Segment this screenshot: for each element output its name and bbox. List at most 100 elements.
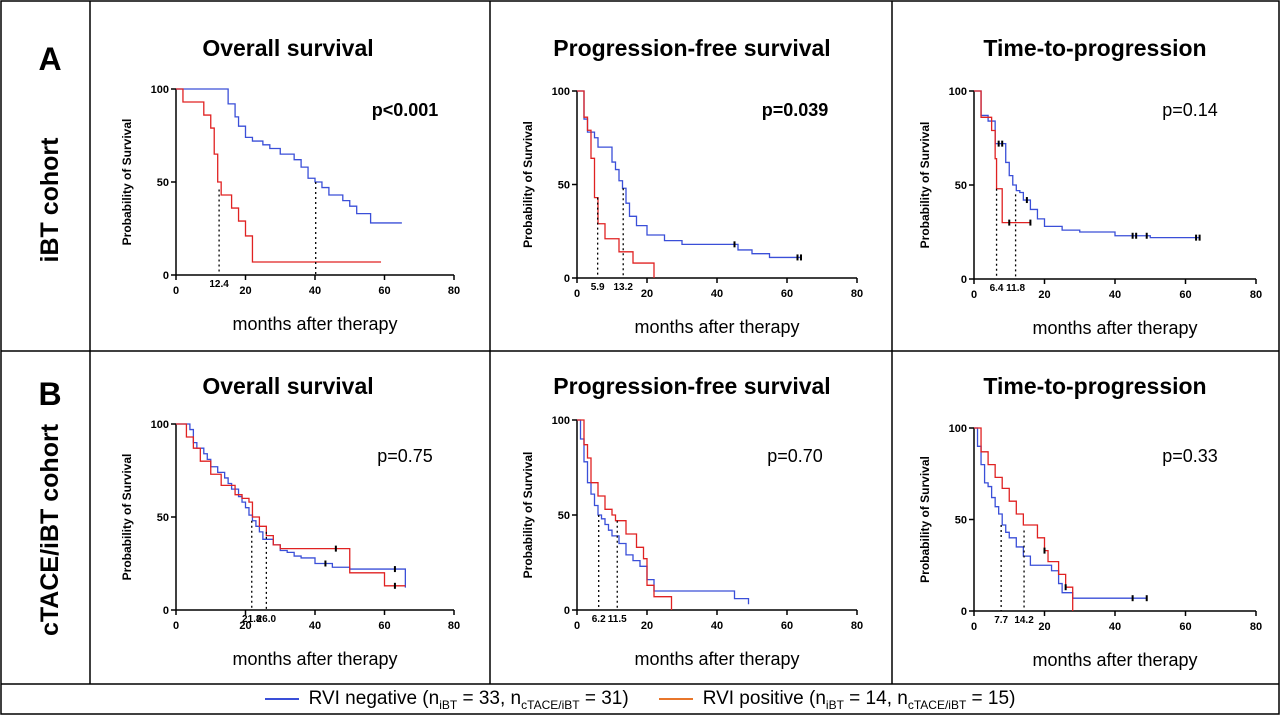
x-tick-label: 60 bbox=[1179, 621, 1191, 633]
legend-label-negative: RVI negative (niBT = 33, ncTACE/iBT = 31… bbox=[308, 687, 629, 712]
y-axis-label: Probability of Survival bbox=[918, 456, 932, 583]
y-tick-label: 0 bbox=[163, 270, 169, 282]
x-tick-label: 80 bbox=[1250, 621, 1262, 633]
x-tick-label: 80 bbox=[851, 288, 863, 300]
y-tick-label: 100 bbox=[552, 415, 570, 427]
x-tick-label: 60 bbox=[781, 288, 793, 300]
chart-title: Overall survival bbox=[202, 35, 373, 61]
y-tick-label: 100 bbox=[949, 86, 967, 98]
x-axis-label: months after therapy bbox=[634, 317, 799, 337]
y-axis-label: Probability of Survival bbox=[521, 452, 535, 579]
x-tick-label: 0 bbox=[971, 621, 977, 633]
p-value: p=0.33 bbox=[1162, 446, 1218, 466]
y-tick-label: 50 bbox=[558, 180, 570, 192]
legend-label-positive: RVI positive (niBT = 14, ncTACE/iBT = 15… bbox=[702, 687, 1016, 712]
y-tick-label: 50 bbox=[955, 515, 967, 527]
p-value: p=0.70 bbox=[767, 446, 823, 466]
y-tick-label: 100 bbox=[151, 84, 169, 96]
p-value: p<0.001 bbox=[372, 100, 439, 120]
row-b-letter: B bbox=[38, 376, 61, 412]
median-label: 7.7 bbox=[994, 615, 1008, 626]
p-value: p=0.039 bbox=[762, 100, 829, 120]
series-line-rvi_positive bbox=[577, 90, 655, 278]
median-label: 11.8 bbox=[1006, 283, 1025, 294]
row-a-label: iBT cohort bbox=[36, 137, 64, 263]
x-tick-label: 40 bbox=[711, 288, 723, 300]
x-tick-label: 40 bbox=[309, 285, 321, 297]
chart-panel-3: Time-to-progression p=0.14 0 50 100 0 20 40 60 80… bbox=[918, 35, 1262, 338]
chart-title: Progression-free survival bbox=[553, 373, 830, 399]
x-axis-label: months after therapy bbox=[1032, 318, 1197, 338]
series-line-rvi_negative bbox=[176, 88, 402, 224]
legend-item-rvi-negative: RVI negative (niBT = 33, ncTACE/iBT = 31… bbox=[264, 687, 629, 712]
chart-panel-1: Overall survival p<0.001 0 50 100 0 20 40 60 80 Pr… bbox=[120, 35, 460, 334]
x-tick-label: 80 bbox=[1250, 289, 1262, 301]
x-tick-label: 40 bbox=[309, 620, 321, 632]
series-line-rvi_positive bbox=[176, 88, 382, 263]
x-tick-label: 0 bbox=[173, 285, 179, 297]
x-tick-label: 80 bbox=[448, 620, 460, 632]
median-label: 5.9 bbox=[591, 282, 605, 293]
chart-title: Progression-free survival bbox=[553, 35, 830, 61]
y-axis-label: Probability of Survival bbox=[918, 122, 932, 249]
median-label: 26.0 bbox=[257, 614, 277, 625]
y-tick-label: 0 bbox=[564, 273, 570, 285]
y-tick-label: 0 bbox=[961, 274, 967, 286]
x-axis-label: months after therapy bbox=[634, 649, 799, 669]
p-value: p=0.75 bbox=[377, 446, 433, 466]
median-label: 6.2 bbox=[592, 614, 606, 625]
x-tick-label: 40 bbox=[1109, 621, 1121, 633]
y-tick-label: 0 bbox=[961, 606, 967, 618]
x-axis-label: months after therapy bbox=[232, 649, 397, 669]
y-axis-label: Probability of Survival bbox=[521, 121, 535, 248]
y-axis-label: Probability of Survival bbox=[120, 454, 134, 581]
x-tick-label: 20 bbox=[1038, 621, 1050, 633]
chart-panel-4: Overall survival p=0.75 0 50 100 0 20 40 60 80 Pro… bbox=[120, 373, 460, 669]
legend-swatch-positive bbox=[658, 698, 693, 701]
y-tick-label: 50 bbox=[558, 510, 570, 522]
x-tick-label: 40 bbox=[1109, 289, 1121, 301]
chart-panel-5: Progression-free survival p=0.70 0 50 100 0 20… bbox=[521, 373, 863, 669]
y-tick-label: 0 bbox=[564, 605, 570, 617]
y-tick-label: 100 bbox=[151, 419, 169, 431]
legend-item-rvi-positive: RVI positive (niBT = 14, ncTACE/iBT = 15… bbox=[658, 687, 1016, 712]
series-line-rvi_negative bbox=[577, 419, 750, 605]
median-label: 12.4 bbox=[209, 279, 229, 290]
row-b-label: cTACE/iBT cohort bbox=[36, 423, 64, 636]
x-tick-label: 40 bbox=[711, 620, 723, 632]
median-label: 6.4 bbox=[990, 283, 1004, 294]
series-line-rvi_positive bbox=[974, 427, 1074, 611]
chart-title: Overall survival bbox=[202, 373, 373, 399]
x-tick-label: 20 bbox=[641, 288, 653, 300]
x-tick-label: 20 bbox=[239, 285, 251, 297]
y-axis-label: Probability of Survival bbox=[120, 119, 134, 246]
median-label: 11.5 bbox=[608, 614, 627, 625]
x-tick-label: 0 bbox=[971, 289, 977, 301]
y-tick-label: 50 bbox=[955, 180, 967, 192]
y-tick-label: 100 bbox=[552, 86, 570, 98]
legend: RVI negative (niBT = 33, ncTACE/iBT = 31… bbox=[0, 684, 1280, 715]
series-line-rvi_positive bbox=[176, 423, 406, 587]
legend-swatch-negative bbox=[264, 698, 299, 701]
y-tick-label: 100 bbox=[949, 423, 967, 435]
y-tick-label: 50 bbox=[157, 512, 169, 524]
x-tick-label: 20 bbox=[1038, 289, 1050, 301]
series-line-rvi_positive bbox=[974, 90, 1031, 224]
median-label: 14.2 bbox=[1014, 615, 1034, 626]
x-tick-label: 80 bbox=[851, 620, 863, 632]
chart-panel-2: Progression-free survival p=0.039 0 50 100 0 2… bbox=[521, 35, 863, 337]
y-tick-label: 0 bbox=[163, 605, 169, 617]
x-tick-label: 60 bbox=[781, 620, 793, 632]
y-tick-label: 50 bbox=[157, 177, 169, 189]
x-tick-label: 60 bbox=[378, 285, 390, 297]
x-tick-label: 80 bbox=[448, 285, 460, 297]
x-tick-label: 20 bbox=[641, 620, 653, 632]
x-axis-label: months after therapy bbox=[1032, 650, 1197, 670]
chart-panels: Overall survival p<0.001 0 50 100 0 20 40 60 80 Pr… bbox=[120, 35, 1262, 670]
series-line-rvi_positive bbox=[577, 419, 673, 610]
x-tick-label: 20 bbox=[239, 620, 251, 632]
p-value: p=0.14 bbox=[1162, 100, 1218, 120]
